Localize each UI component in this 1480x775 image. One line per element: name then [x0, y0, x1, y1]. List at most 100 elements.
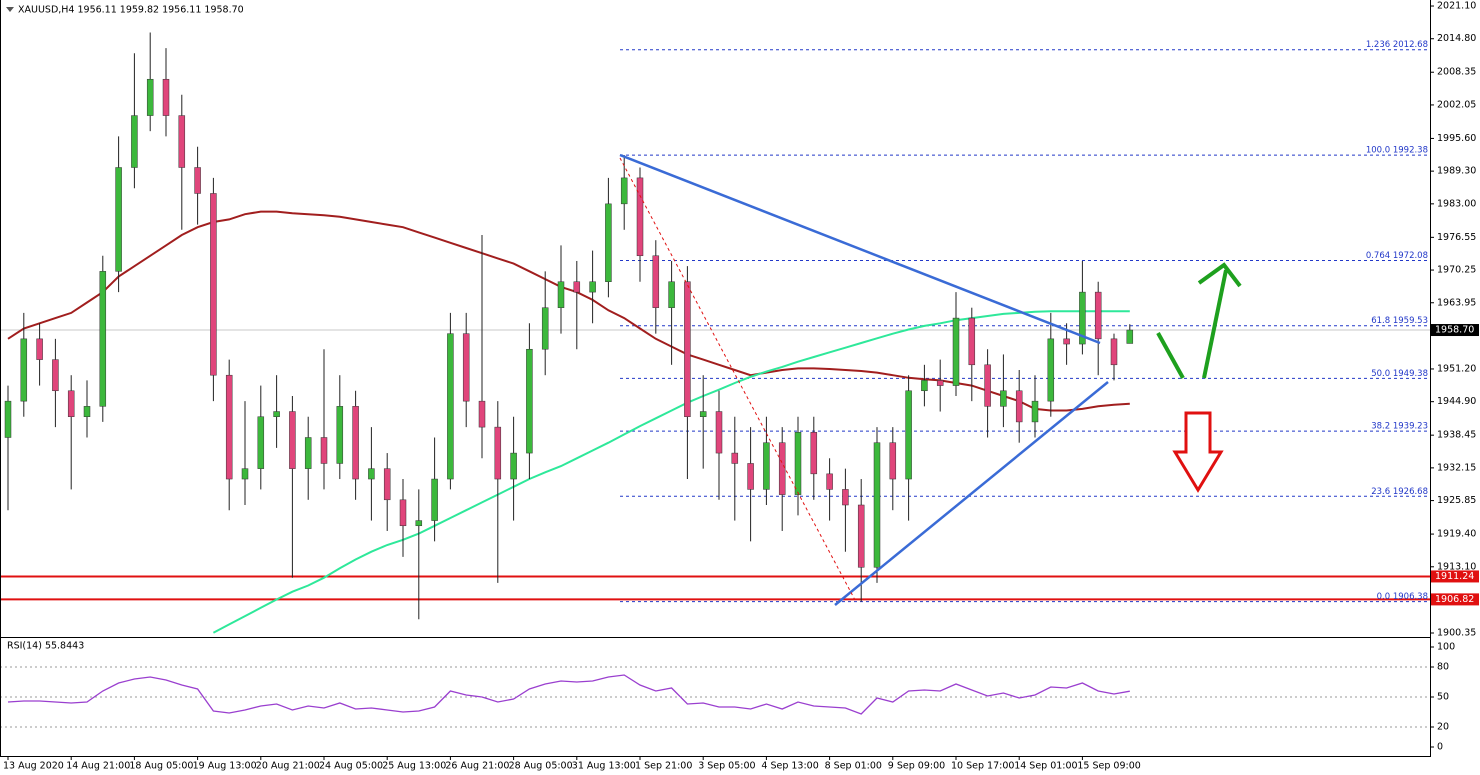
candle-body: [1047, 338, 1055, 402]
rsi-line: [7, 674, 1130, 715]
candle-body: [652, 255, 660, 308]
y-tick-label: 1900.35: [1437, 627, 1476, 638]
y-tick-label: 1925.85: [1437, 495, 1476, 506]
arrow-head: [1197, 262, 1242, 288]
candle-body: [399, 499, 407, 527]
candle-body: [210, 193, 217, 376]
candle-body: [241, 468, 249, 480]
candle-body: [794, 432, 802, 495]
candle-body: [636, 177, 644, 257]
candle-body: [905, 390, 912, 480]
candle-body: [289, 411, 296, 469]
price-tag: [1431, 570, 1479, 583]
trendline: [619, 153, 1101, 345]
candle-body: [747, 463, 754, 490]
candle-body: [320, 437, 328, 464]
candle-body: [146, 78, 154, 116]
candle-body: [873, 442, 881, 568]
candle-body: [842, 489, 849, 506]
scenario-arrow: [1202, 269, 1228, 379]
candle-body: [36, 338, 43, 360]
fib-label: 38.2 1939.23: [1371, 422, 1428, 432]
y-tick-label: 1919.40: [1437, 529, 1476, 540]
candle-body: [273, 411, 280, 417]
candle-body: [304, 437, 312, 469]
candle-body: [620, 177, 628, 205]
candle-body: [778, 442, 786, 495]
candle-body: [336, 406, 344, 464]
rsi-title: RSI(14) 55.8443: [7, 641, 84, 652]
x-tick-label: 14 Sep 01:00: [1014, 761, 1077, 772]
candle-body: [952, 317, 960, 386]
candle-body: [921, 380, 928, 392]
x-tick-label: 1 Sep 21:00: [635, 761, 692, 772]
candle-body: [52, 359, 59, 392]
fib-label: 23.6 1926.68: [1371, 487, 1428, 497]
moving-average: [212, 310, 1130, 634]
candle-body: [699, 411, 707, 417]
x-tick-label: 15 Sep 09:00: [1077, 761, 1140, 772]
candle-body: [431, 478, 438, 521]
y-tick-label: 1976.55: [1437, 232, 1476, 243]
x-tick-label: 3 Sep 05:00: [698, 761, 755, 772]
x-tick-label: 14 Aug 21:00: [66, 761, 130, 772]
candle-body: [1094, 291, 1102, 340]
rsi-tick-label: 100: [1437, 642, 1455, 653]
candle-body: [83, 406, 91, 417]
candle-body: [684, 281, 691, 417]
candle-body: [257, 416, 265, 469]
y-tick-label: 1970.25: [1437, 265, 1476, 276]
candle-body: [984, 364, 991, 407]
candle-body: [1079, 291, 1086, 345]
fib-label: 0.764 1972.08: [1366, 251, 1428, 261]
candle-body: [731, 452, 739, 464]
x-tick-label: 25 Aug 13:00: [382, 761, 446, 772]
down-arrow: [1172, 411, 1224, 493]
candle-body: [194, 167, 201, 194]
x-tick-label: 20 Aug 21:00: [256, 761, 320, 772]
y-tick-label: 2002.05: [1437, 99, 1476, 110]
x-tick-label: 10 Sep 17:00: [951, 761, 1014, 772]
rsi-tick-label: 50: [1437, 692, 1449, 703]
candle-body: [889, 442, 897, 480]
x-tick-label: 24 Aug 05:00: [319, 761, 383, 772]
candle-body: [763, 442, 770, 490]
candle-body: [1126, 329, 1134, 344]
y-tick-label: 1995.60: [1437, 133, 1476, 144]
y-tick-label: 1983.00: [1437, 198, 1476, 209]
candle-body: [810, 432, 818, 475]
x-tick-label: 4 Sep 13:00: [761, 761, 818, 772]
candle-body: [115, 167, 122, 272]
x-tick-label: 13 Aug 2020: [3, 761, 64, 772]
candle-body: [494, 426, 502, 480]
candle-body: [605, 203, 612, 282]
y-tick-label: 1944.90: [1437, 396, 1476, 407]
y-tick-label: 1951.20: [1437, 363, 1476, 374]
candle-body: [352, 406, 359, 480]
y-tick-label: 1989.30: [1437, 166, 1476, 177]
candle-body: [857, 504, 865, 568]
y-tick-label: 2021.10: [1437, 1, 1476, 12]
candle-body: [826, 473, 833, 490]
candle-body: [557, 281, 565, 308]
candle-body: [478, 400, 486, 428]
candle-body: [668, 281, 675, 308]
candle-body: [99, 271, 107, 407]
price-tag: [1431, 593, 1479, 606]
x-tick-label: 8 Sep 01:00: [825, 761, 882, 772]
trendline: [834, 381, 1109, 606]
x-tick-label: 28 Aug 05:00: [509, 761, 573, 772]
rsi-tick-label: 20: [1437, 722, 1449, 733]
chart-title: XAUUSD,H4 1956.11 1959.82 1956.11 1958.7…: [18, 5, 244, 16]
candle-body: [526, 348, 533, 454]
candle-body: [968, 317, 976, 366]
fib-label: 1.236 2012.68: [1366, 40, 1428, 50]
x-tick-label: 19 Aug 13:00: [193, 761, 257, 772]
candle-body: [1110, 338, 1118, 366]
candle-body: [1063, 338, 1070, 345]
y-tick-label: 2014.80: [1437, 33, 1476, 44]
candle-body: [368, 468, 375, 480]
x-tick-label: 18 Aug 05:00: [129, 761, 193, 772]
